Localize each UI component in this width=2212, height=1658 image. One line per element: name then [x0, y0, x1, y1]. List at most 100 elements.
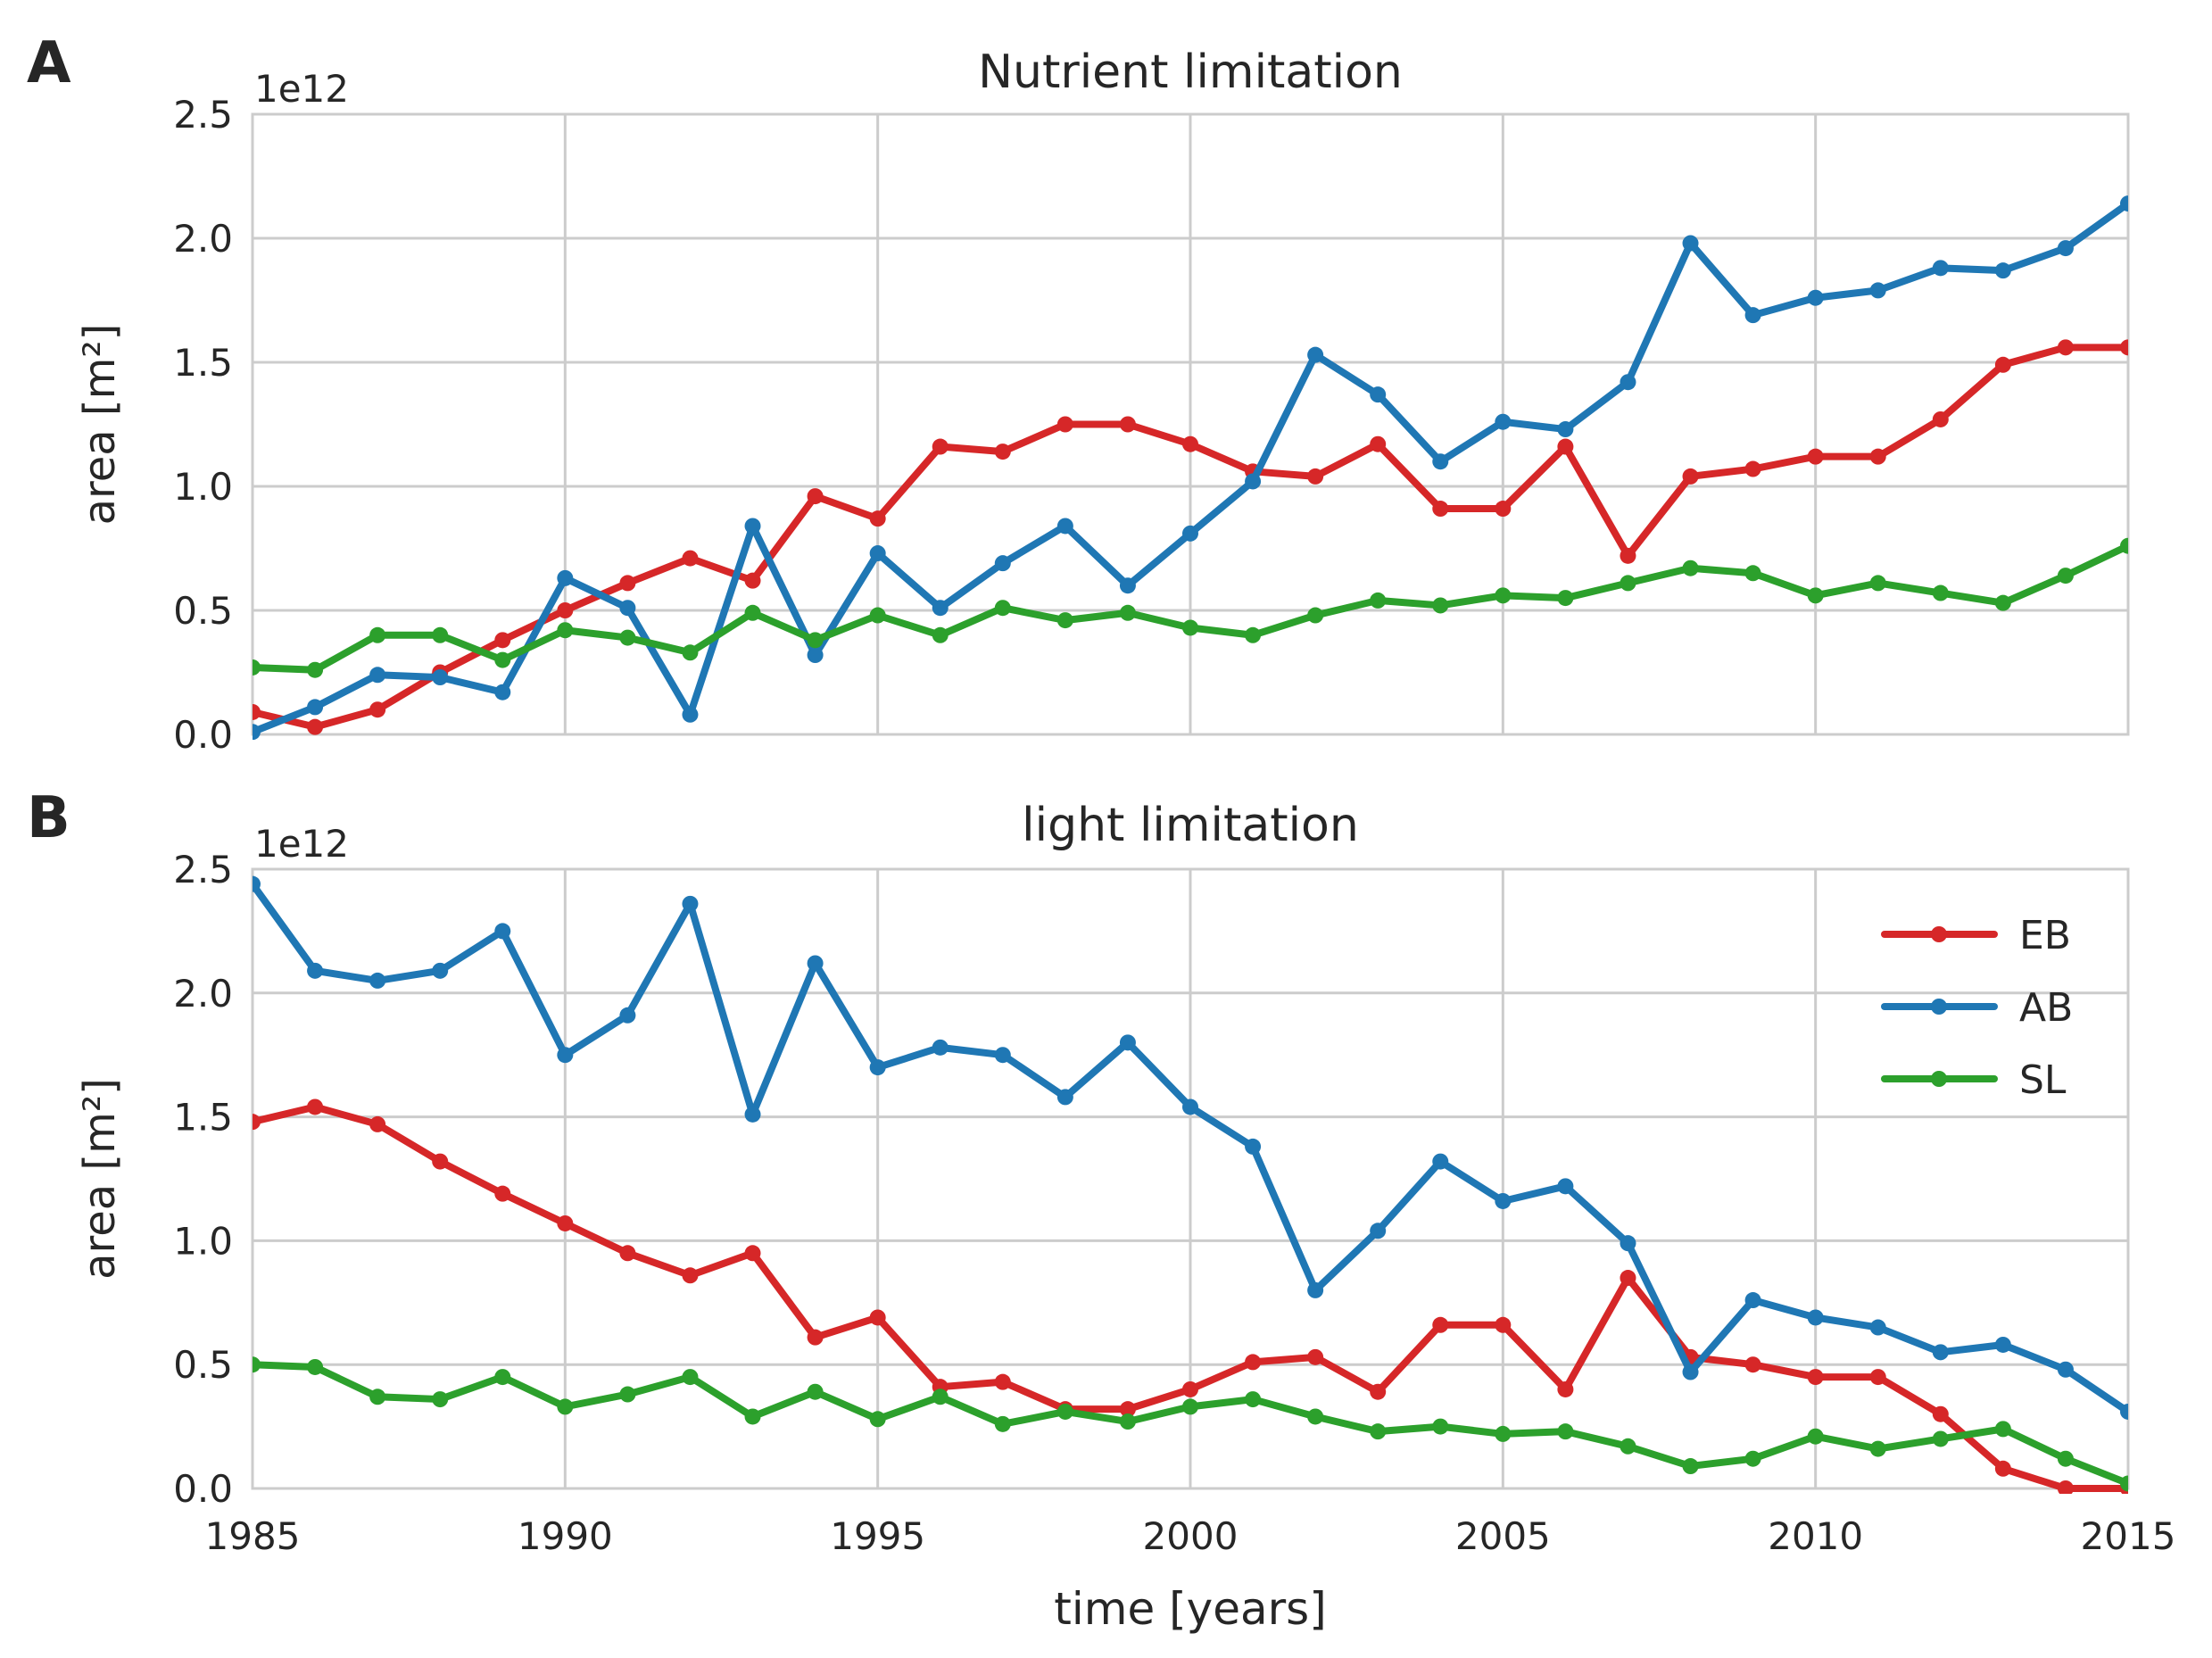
data-point: [1807, 448, 1824, 465]
data-point: [619, 575, 636, 592]
x-tick-label: 2000: [1143, 1514, 1239, 1558]
data-point: [2057, 1361, 2074, 1378]
data-point: [932, 600, 949, 617]
data-point: [1994, 1336, 2011, 1353]
data-point: [1744, 1450, 1761, 1467]
data-point: [1557, 590, 1574, 607]
data-point: [432, 962, 449, 979]
data-point: [253, 1114, 261, 1131]
data-point: [1495, 1425, 1512, 1442]
data-point: [557, 569, 574, 586]
data-point: [807, 488, 824, 505]
data-point: [807, 1383, 824, 1400]
data-point: [494, 632, 511, 649]
data-point: [869, 545, 886, 562]
data-point: [869, 607, 886, 624]
offset-text: 1e12: [254, 822, 349, 866]
data-point: [1307, 1281, 1324, 1298]
data-point: [432, 669, 449, 686]
panel-b: 0.0 0.5 1.0 1.5 2.0 2.5 1985 1990 1995 2000 2005 20…: [27, 785, 2175, 1635]
data-point: [1119, 1034, 1136, 1051]
data-point: [1994, 594, 2011, 611]
data-point: [1495, 587, 1512, 604]
data-point: [1432, 501, 1449, 518]
data-point: [253, 659, 261, 676]
data-point: [2057, 339, 2074, 356]
data-point: [1119, 1413, 1136, 1430]
data-point: [307, 962, 324, 979]
data-point: [1682, 1458, 1699, 1475]
data-point: [807, 955, 824, 972]
data-point: [682, 1267, 699, 1284]
data-point: [253, 1356, 261, 1373]
data-point: [619, 629, 636, 646]
data-point: [619, 600, 636, 617]
data-point: [2120, 1403, 2128, 1420]
data-point: [619, 1245, 636, 1262]
series-eb: [253, 1098, 2128, 1494]
data-point: [1994, 1460, 2011, 1477]
data-point: [1994, 262, 2011, 279]
y-tick-label: 2.0: [173, 217, 233, 261]
data-point: [1056, 1403, 1073, 1420]
data-point: [1744, 1356, 1761, 1373]
data-point: [932, 1039, 949, 1056]
data-point: [432, 1391, 449, 1408]
data-point: [744, 1245, 761, 1262]
data-point: [994, 1373, 1011, 1390]
series-ab: [253, 195, 2128, 740]
legend-marker: [1931, 926, 1947, 942]
data-point: [1056, 518, 1073, 535]
data-point: [1056, 1089, 1073, 1106]
data-point: [1744, 565, 1761, 582]
data-point: [2120, 1475, 2128, 1492]
y-tick-label: 1.5: [173, 1096, 233, 1140]
data-point: [253, 724, 261, 740]
data-point: [1495, 501, 1512, 518]
data-point: [1495, 413, 1512, 430]
series-group: [253, 875, 2128, 1494]
data-point: [994, 444, 1011, 460]
data-point: [1432, 1418, 1449, 1435]
data-point: [253, 875, 261, 892]
data-point: [1495, 1316, 1512, 1333]
data-point: [1869, 1440, 1886, 1457]
data-point: [557, 602, 574, 618]
data-point: [1056, 612, 1073, 629]
data-point: [494, 684, 511, 701]
data-point: [1370, 1383, 1387, 1400]
y-tick-label: 1.0: [173, 1219, 233, 1263]
data-point: [1932, 260, 1949, 277]
data-point: [307, 699, 324, 716]
data-point: [1557, 1423, 1574, 1440]
data-point: [807, 1329, 824, 1346]
data-point: [619, 1386, 636, 1403]
y-tick-label: 2.5: [173, 93, 233, 137]
data-point: [494, 651, 511, 668]
data-point: [744, 1106, 761, 1123]
series-ab: [253, 875, 2128, 1420]
data-point: [1620, 1438, 1636, 1455]
data-point: [1807, 1309, 1824, 1326]
legend-label-ab: AB: [2019, 985, 2073, 1031]
data-point: [1869, 575, 1886, 592]
legend-label-sl: SL: [2019, 1057, 2067, 1103]
data-point: [1432, 453, 1449, 470]
data-point: [1370, 386, 1387, 403]
chart-title: light limitation: [1022, 799, 1359, 852]
data-point: [2120, 195, 2128, 212]
data-point: [1182, 619, 1198, 636]
legend-label-eb: EB: [2019, 913, 2071, 958]
y-tick-label: 0.5: [173, 589, 233, 633]
y-tick-label: 2.0: [173, 972, 233, 1016]
data-point: [994, 1047, 1011, 1064]
data-point: [1994, 356, 2011, 373]
data-point: [432, 1153, 449, 1170]
data-point: [1370, 1223, 1387, 1239]
series-eb: [253, 339, 2128, 735]
data-point: [619, 1007, 636, 1024]
data-point: [1807, 1369, 1824, 1386]
data-point: [557, 622, 574, 639]
data-point: [1620, 374, 1636, 391]
x-tick-label: 1990: [518, 1514, 613, 1558]
